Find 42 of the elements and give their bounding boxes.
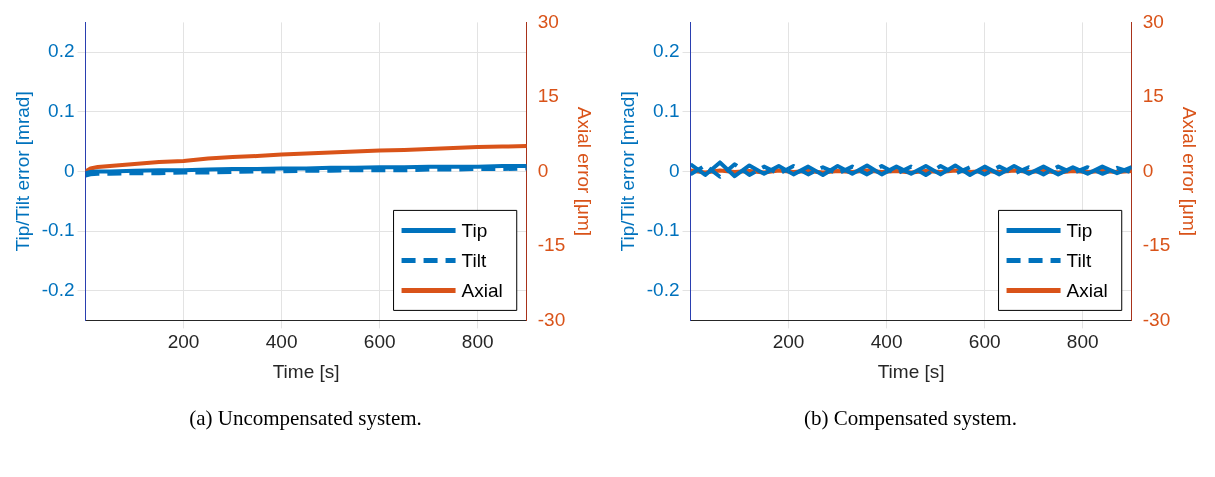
x-tick-label: 400: [870, 331, 903, 353]
y2-tick-label: 30: [1142, 10, 1164, 32]
y2-tick-label: -30: [1142, 308, 1171, 330]
legend-label: Tilt: [461, 249, 487, 271]
legend-label: Tip: [461, 219, 488, 241]
y2-tick-label: 0: [1142, 159, 1154, 181]
y-tick-label: 0.2: [48, 40, 75, 62]
legend-label: Axial: [461, 279, 503, 301]
y2-tick-label: -15: [1142, 234, 1171, 256]
y2-tick-label: 0: [537, 159, 549, 181]
x-axis-title: Time [s]: [272, 360, 340, 382]
legend-label: Tip: [1066, 219, 1093, 241]
y2-tick-label: -15: [537, 234, 566, 256]
text: (a) Uncompensated system.: [188, 406, 423, 431]
y2-tick-label: 15: [1142, 85, 1164, 107]
y-tick-label: 0: [668, 159, 680, 181]
y-axis-title: Tip/Tilt error [mrad]: [616, 91, 638, 252]
y-tick-label: 0.1: [48, 100, 75, 122]
x-tick-label: 800: [461, 331, 494, 353]
y2-axis-title: Axial error [μm]: [1179, 106, 1201, 236]
y-tick-label: 0.1: [653, 100, 680, 122]
y-tick-label: 0.2: [653, 40, 680, 62]
y2-tick-label: 15: [537, 85, 559, 107]
y2-tick-label: 30: [537, 10, 559, 32]
x-tick-label: 200: [167, 331, 200, 353]
y-tick-label: -0.2: [41, 278, 75, 300]
x-tick-label: 800: [1066, 331, 1099, 353]
y-tick-label: -0.1: [41, 219, 75, 241]
y-tick-label: 0: [63, 159, 75, 181]
x-axis-title: Time [s]: [877, 360, 945, 382]
y-tick-label: -0.2: [646, 278, 680, 300]
x-tick-label: 600: [968, 331, 1001, 353]
legend-label: Axial: [1066, 279, 1108, 301]
text: (b) Compensated system.: [803, 406, 1018, 431]
x-tick-label: 200: [772, 331, 805, 353]
y-tick-label: -0.1: [646, 219, 680, 241]
y-axis-title: Tip/Tilt error [mrad]: [11, 91, 33, 252]
y2-tick-label: -30: [537, 308, 566, 330]
legend-label: Tilt: [1066, 249, 1092, 271]
x-tick-label: 600: [363, 331, 396, 353]
y2-axis-title: Axial error [μm]: [574, 106, 596, 236]
x-tick-label: 400: [265, 331, 298, 353]
